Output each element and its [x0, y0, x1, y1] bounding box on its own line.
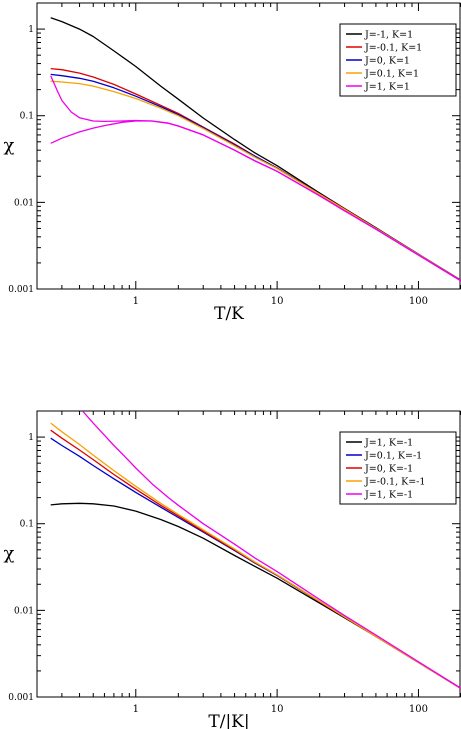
legend-entry: J=0, K=1: [364, 56, 410, 67]
legend-entry: J=0.1, K=1: [364, 69, 419, 80]
x-axis-label: T/K: [214, 304, 244, 324]
x-tick-label: 10: [271, 296, 284, 307]
y-tick-label: 1: [28, 25, 34, 35]
series-line: [50, 73, 461, 282]
series-line: [50, 80, 461, 282]
y-tick-label: 0.01: [14, 606, 34, 616]
bottom-chart: 1 10 100 0.001 0.01 0.1 1 T/|K| χ J=1, K=-1 J=0.1,…: [4, 410, 461, 729]
top-chart: 1 10 100 0.001 0.01 0.1 1 T/K χ J=-1, K=1 J=-0.1, …: [4, 2, 461, 324]
legend-entry: J=0.1, K=-1: [364, 451, 422, 462]
series-lines: [50, 411, 461, 690]
y-tick-label: 0.01: [14, 198, 34, 208]
plot-frame: [36, 410, 461, 698]
y-tick-label: 0.1: [20, 112, 34, 122]
legend-entry: J=-0.1, K=-1: [364, 477, 425, 488]
series-line: [50, 75, 461, 282]
legend: J=-1, K=1 J=-0.1, K=1 J=0, K=1 J=0.1, K=1 J=…: [339, 23, 457, 97]
legend-entry: J=1, K=-1: [364, 438, 413, 449]
legend-entry: J=-0.1, K=1: [364, 43, 422, 54]
y-tick-label: 0.001: [8, 285, 34, 295]
series-line: [82, 411, 461, 689]
x-axis-label: T/|K|: [208, 712, 249, 729]
legend-entry: J=1, K=1: [364, 82, 410, 93]
y-axis-label: χ: [4, 135, 15, 156]
y-tick-label: 0.001: [8, 693, 34, 703]
series-line: [50, 422, 461, 690]
plot-frame: [36, 2, 461, 290]
y-axis-label: χ: [4, 543, 15, 564]
legend-entry: J=-1, K=1: [364, 30, 413, 41]
x-tick-label: 1: [133, 296, 139, 307]
legend: J=1, K=-1 J=0.1, K=-1 J=0, K=-1 J=-0.1, K=-…: [339, 431, 457, 505]
x-tick-label: 100: [409, 296, 428, 307]
legend-entry: J=0, K=-1: [364, 464, 413, 475]
series-line: [50, 120, 461, 282]
series-line: [50, 67, 461, 282]
x-tick-label: 1: [133, 704, 139, 715]
y-tick-label: 1: [28, 433, 34, 443]
legend-entry: J=1, K=-1: [364, 490, 413, 501]
series-lines: [50, 17, 461, 282]
x-tick-label: 100: [409, 704, 428, 715]
series-line: [50, 502, 461, 690]
y-tick-label: 0.1: [20, 520, 34, 530]
x-tick-label: 10: [271, 704, 284, 715]
